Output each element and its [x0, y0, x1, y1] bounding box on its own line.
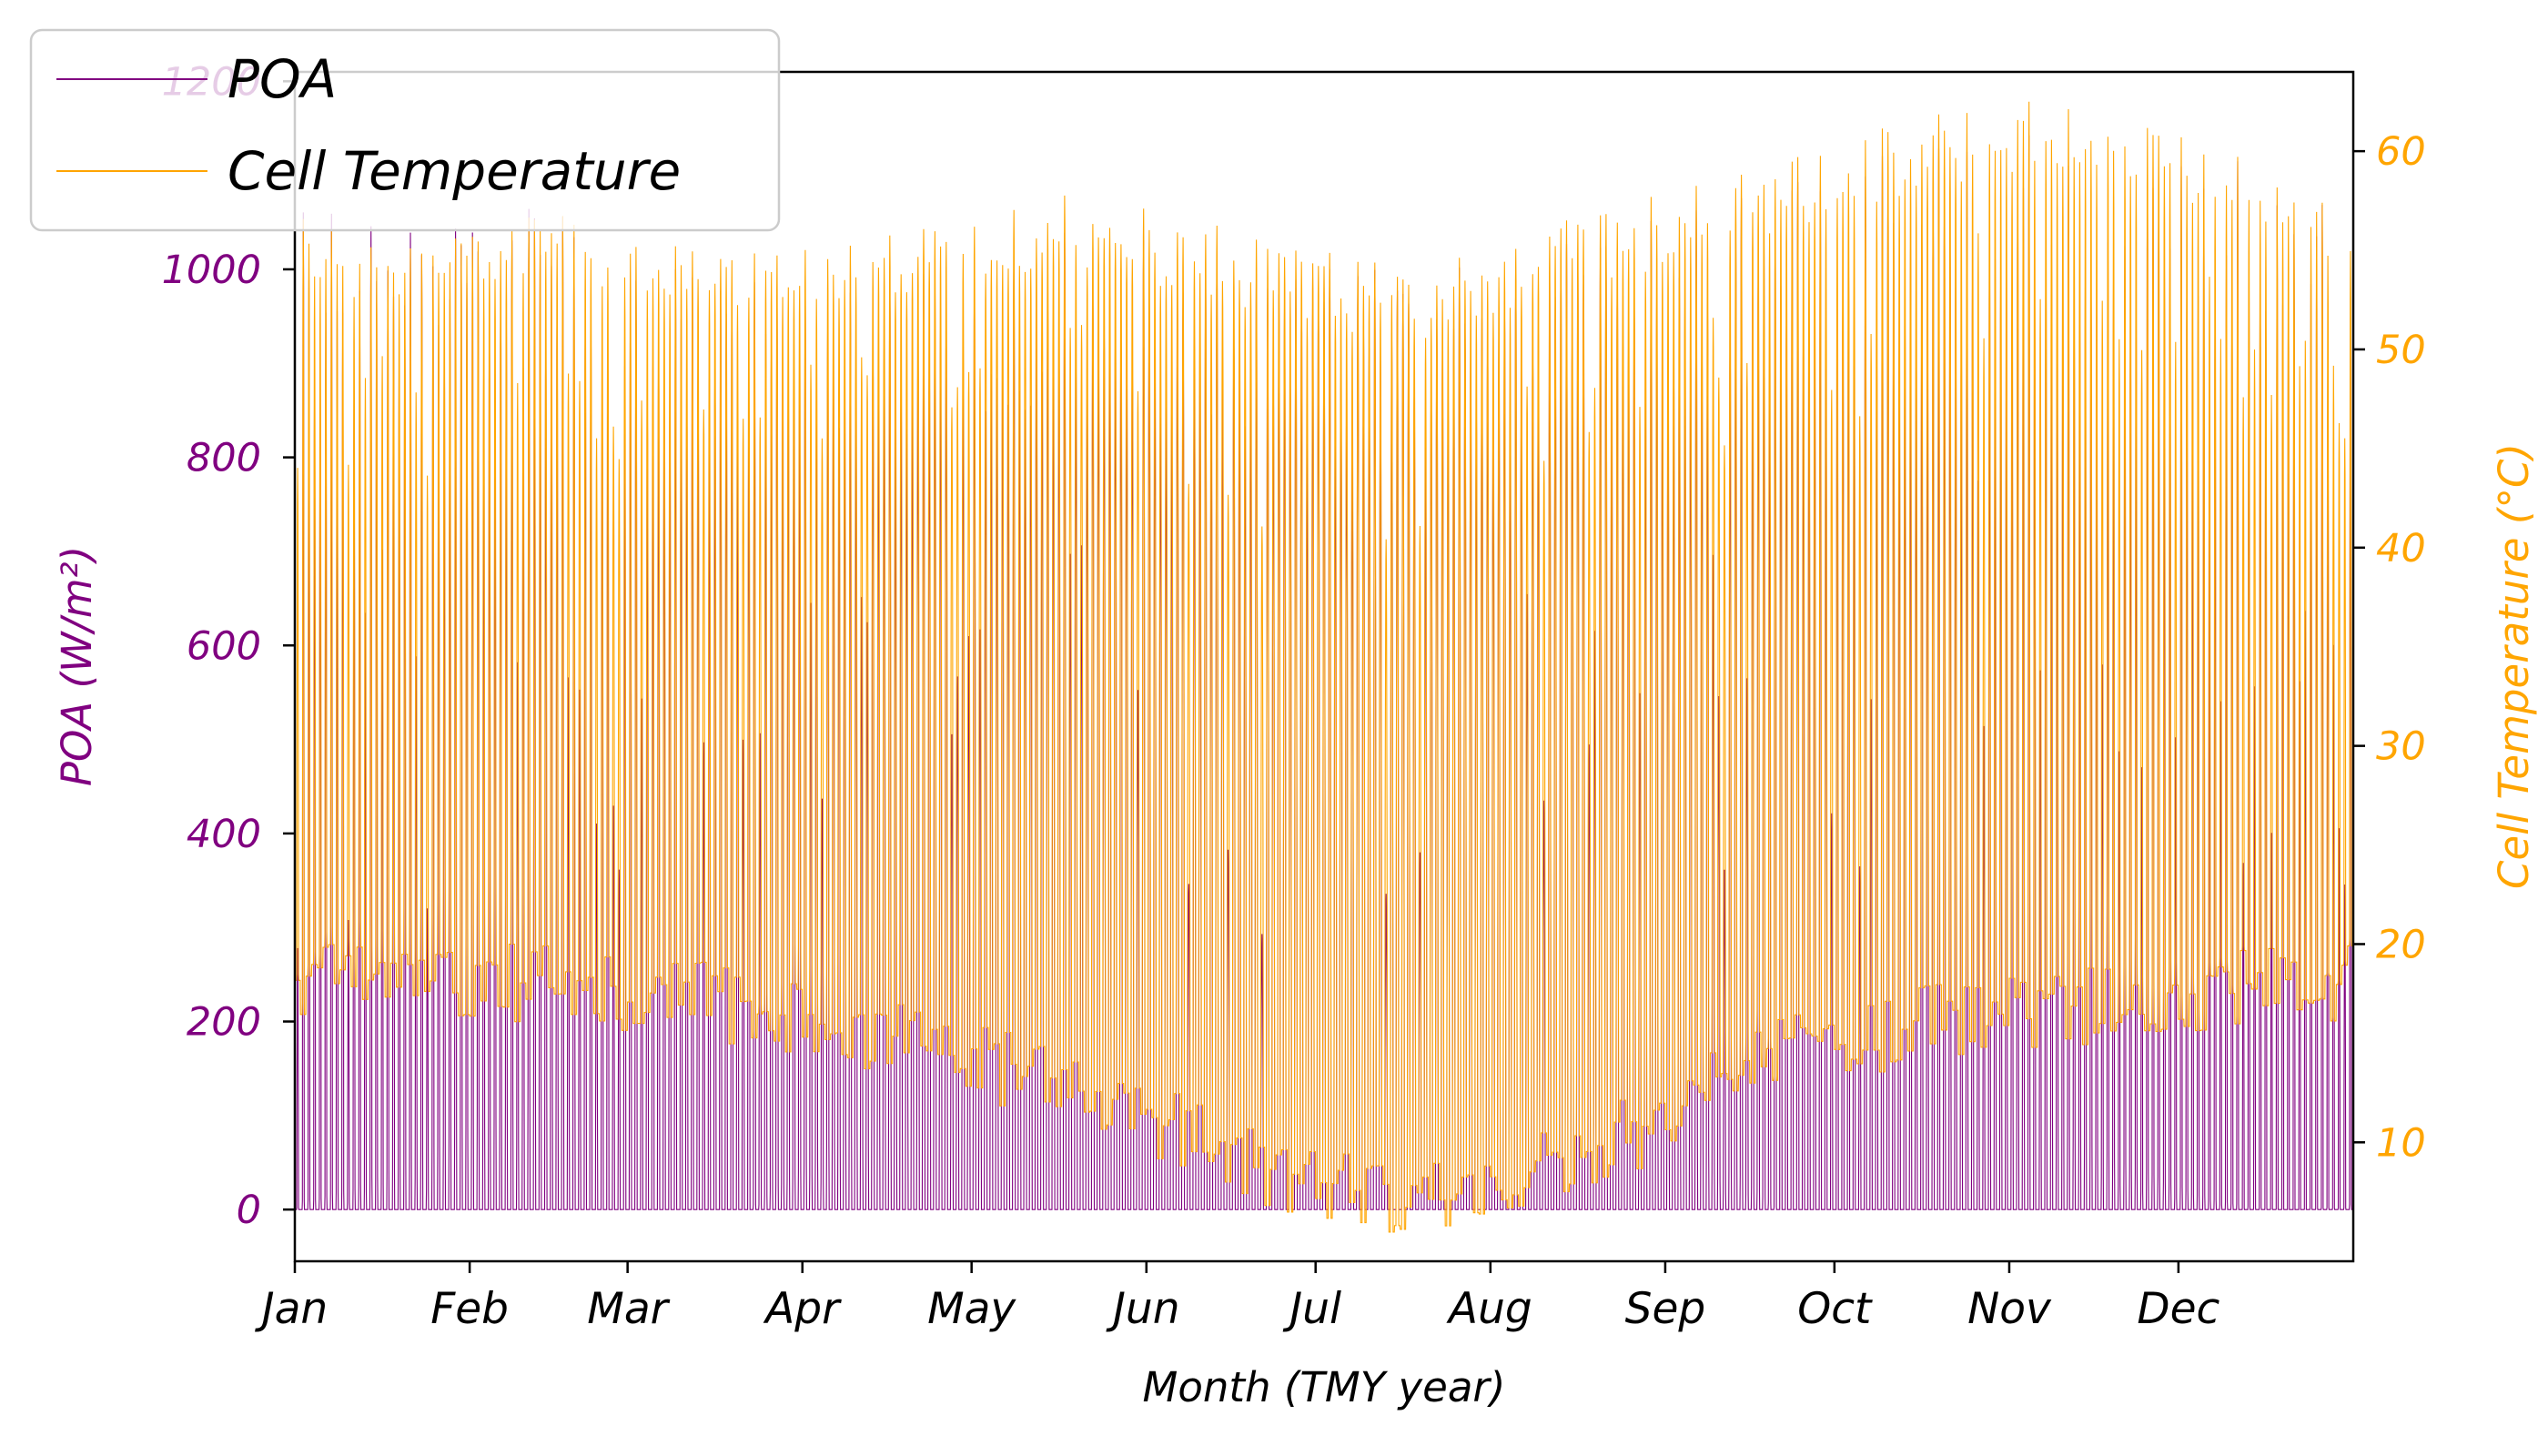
x-tick-label: Apr — [763, 1284, 842, 1334]
cell-temperature-series-line — [295, 101, 2353, 1233]
x-tick-label: May — [927, 1284, 1016, 1334]
x-axis: Jan Feb Mar Apr May Jun Jul Aug Sep Oct Nov Dec — [255, 1261, 2220, 1334]
right-y-tick-label: 10 — [2376, 1120, 2426, 1166]
x-tick-label: Jul — [1282, 1284, 1341, 1334]
x-tick-label: Sep — [1625, 1284, 1706, 1334]
left-y-tick-label: 400 — [187, 812, 261, 857]
x-tick-label: Nov — [1967, 1284, 2052, 1334]
right-y-tick-label: 40 — [2376, 526, 2426, 571]
left-y-tick-label: 600 — [187, 623, 261, 669]
right-y-tick-label: 30 — [2376, 724, 2426, 770]
right-y-tick-label: 60 — [2376, 129, 2426, 175]
right-y-axis: 10 20 30 40 50 60 — [2353, 129, 2426, 1166]
right-y-tick-label: 50 — [2376, 328, 2426, 373]
left-y-tick-label: 800 — [187, 436, 261, 481]
x-axis-label: Month (TMY year) — [1143, 1363, 1506, 1411]
legend-poa-label: POA — [228, 48, 337, 110]
legend-box — [29, 28, 781, 232]
x-tick-label: Dec — [2137, 1284, 2219, 1334]
left-y-axis-label: POA (W/m²) — [53, 546, 101, 786]
legend: POA Cell Temperature — [29, 28, 781, 232]
right-y-axis-label: Cell Temperature (°C) — [2490, 443, 2538, 889]
x-tick-label: Feb — [430, 1284, 509, 1334]
plot-series-layer — [295, 101, 2353, 1233]
plot-frame — [293, 70, 2355, 1263]
left-y-axis: 020040060080010001200 — [162, 59, 295, 1233]
legend-cell-temperature-label: Cell Temperature — [228, 140, 681, 202]
x-tick-label: Jan — [255, 1284, 328, 1334]
x-tick-label: Jun — [1106, 1284, 1179, 1334]
left-y-tick-label: 1000 — [162, 248, 261, 293]
left-y-tick-label: 0 — [237, 1188, 261, 1233]
right-y-tick-label: 20 — [2376, 922, 2426, 967]
x-tick-label: Oct — [1797, 1284, 1873, 1334]
left-y-tick-label: 200 — [187, 1000, 261, 1046]
x-tick-label: Aug — [1446, 1284, 1532, 1334]
x-tick-label: Mar — [587, 1284, 670, 1334]
